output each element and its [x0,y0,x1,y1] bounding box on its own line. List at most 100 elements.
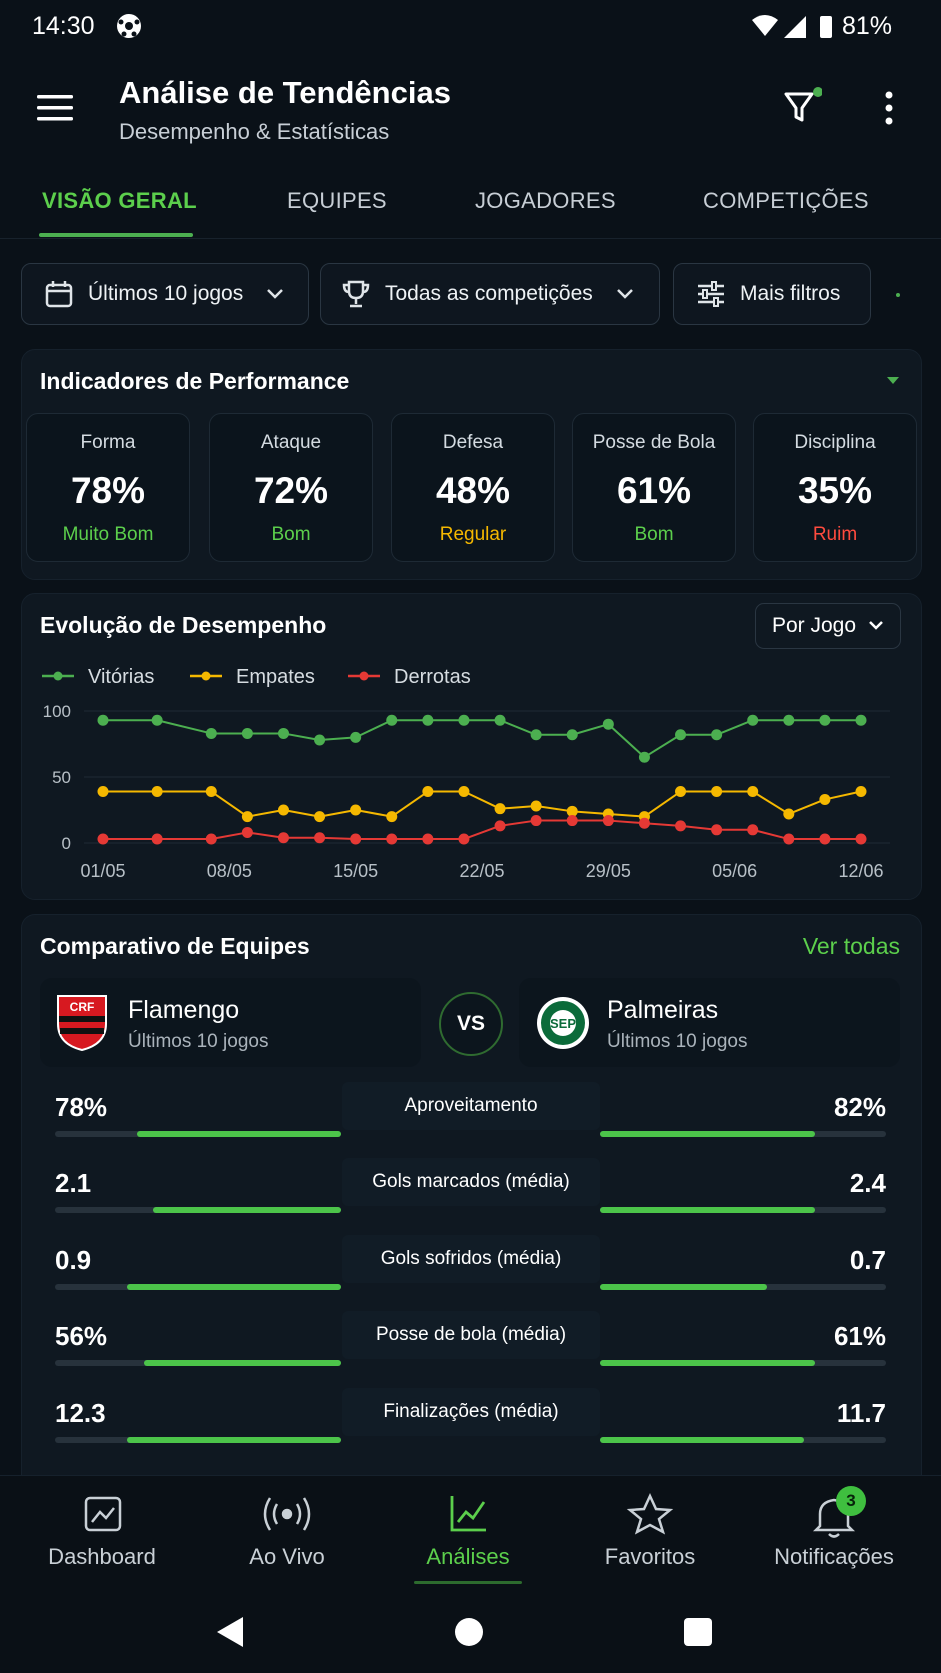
live-icon[interactable] [263,1497,311,1531]
data-point [711,824,723,836]
data-point [458,786,470,798]
stat-bar [144,1360,341,1366]
page-subtitle: Desempenho & Estatísticas [119,119,390,144]
card-value: 48% [435,470,511,511]
recents-button[interactable] [684,1618,712,1646]
x-tick-label: 01/05 [80,861,125,881]
x-tick-label: 29/05 [586,861,631,881]
card-label-row: Posse de Bola [573,432,735,454]
data-point [566,729,578,741]
data-point [97,714,109,726]
sliders-icon [698,281,724,307]
card-rating: Bom [634,524,674,545]
team-crest: SEP [537,997,589,1049]
line-chart: 0 50 100 01/05 08/05 15/05 22/05 29/05 05/06 12/0… [42,666,890,881]
see-all-link[interactable]: Ver todas [802,933,900,959]
stat-bar [153,1207,341,1213]
notification-badge: 3 [836,1486,866,1516]
data-point [97,786,109,798]
filter-button[interactable] [782,84,822,128]
tab[interactable]: JOGADORES [475,188,616,213]
favorites-icon[interactable] [626,1493,674,1535]
card-label: Posse de Bola [592,432,716,453]
x-tick-label: 05/06 [712,861,757,881]
nav-label[interactable]: Dashboard [48,1544,156,1569]
period-dropdown[interactable]: Por Jogo [755,603,901,649]
data-point [819,793,831,805]
nav-label[interactable]: Ao Vivo [249,1544,325,1569]
data-point [314,734,326,746]
stat-value: 78% [55,1092,108,1122]
team-subtitle: Últimos 10 jogos [128,1031,269,1052]
filter-chip[interactable]: Todas as competições [320,263,660,325]
section-title: Indicadores de Performance [40,368,350,394]
filter-label: Todas as competições [385,282,593,305]
collapse-icon[interactable] [886,376,900,386]
data-point [350,731,362,743]
card-label: Ataque [260,432,322,453]
stat-bar [600,1284,767,1290]
data-point [494,714,506,726]
tab[interactable]: VISÃO GERAL [42,188,197,213]
data-point [711,786,723,798]
nav-label[interactable]: Favoritos [604,1544,696,1569]
team-crest: CRF [57,995,107,1052]
x-tick-label: 15/05 [333,861,378,881]
data-point [566,805,578,817]
chart-panel [21,593,922,900]
card-value: 61% [616,470,692,511]
x-tick-label: 22/05 [459,861,504,881]
filter-chip[interactable]: Últimos 10 jogos [21,263,309,325]
stat-bar [600,1207,815,1213]
card-label: Defesa [442,432,504,453]
nav-indicator [414,1581,522,1584]
data-point [151,714,163,726]
data-point [530,800,542,812]
system-nav [217,1617,712,1647]
team-subtitle: Últimos 10 jogos [607,1031,748,1052]
performance-card: Posse de Bola 61% Bom [572,413,736,562]
period-label: Por Jogo [771,614,857,637]
nav-label[interactable]: Análises [426,1544,510,1569]
data-point [783,833,795,845]
legend-dot [53,671,63,681]
tab[interactable]: COMPETIÇÕES [703,188,869,213]
team-card[interactable]: SEP Palmeiras Últimos 10 jogos [519,978,900,1067]
performance-card: Disciplina 35% Ruim [753,413,917,562]
filter-label: Mais filtros [740,282,841,305]
performance-card: Defesa 48% Regular [391,413,555,562]
card-label-row: Disciplina [754,432,916,454]
x-tick-label: 08/05 [207,861,252,881]
data-point [855,786,867,798]
dashboard-icon[interactable] [84,1496,122,1532]
nav-icons [84,1493,856,1538]
data-point [422,786,434,798]
status-icons [752,15,832,38]
back-button[interactable] [217,1617,243,1647]
data-point [458,833,470,845]
stat-value: 56% [55,1321,108,1351]
chevron [869,621,883,630]
team-name: Flamengo [128,996,240,1024]
tab-divider [0,238,941,239]
data-point [566,815,578,827]
data-point [747,714,759,726]
menu-button[interactable] [37,93,75,123]
calendar-icon [45,281,73,308]
analytics-icon[interactable] [450,1496,486,1532]
more-button[interactable] [882,90,896,128]
data-point [638,817,650,829]
tab[interactable]: EQUIPES [287,188,387,213]
nav-label[interactable]: Notificações [774,1544,894,1569]
status-time: 14:30 [32,12,95,40]
data-point [422,714,434,726]
filter-chip[interactable]: Mais filtros [673,263,871,325]
data-point [494,820,506,832]
stat-label: Finalizações (média) [342,1388,600,1436]
team-card[interactable]: CRF Flamengo Últimos 10 jogos [40,978,421,1067]
home-button[interactable] [455,1618,483,1646]
legend-label: Vitórias [88,666,154,688]
performance-card: Forma 78% Muito Bom [26,413,190,562]
data-point [602,718,614,730]
